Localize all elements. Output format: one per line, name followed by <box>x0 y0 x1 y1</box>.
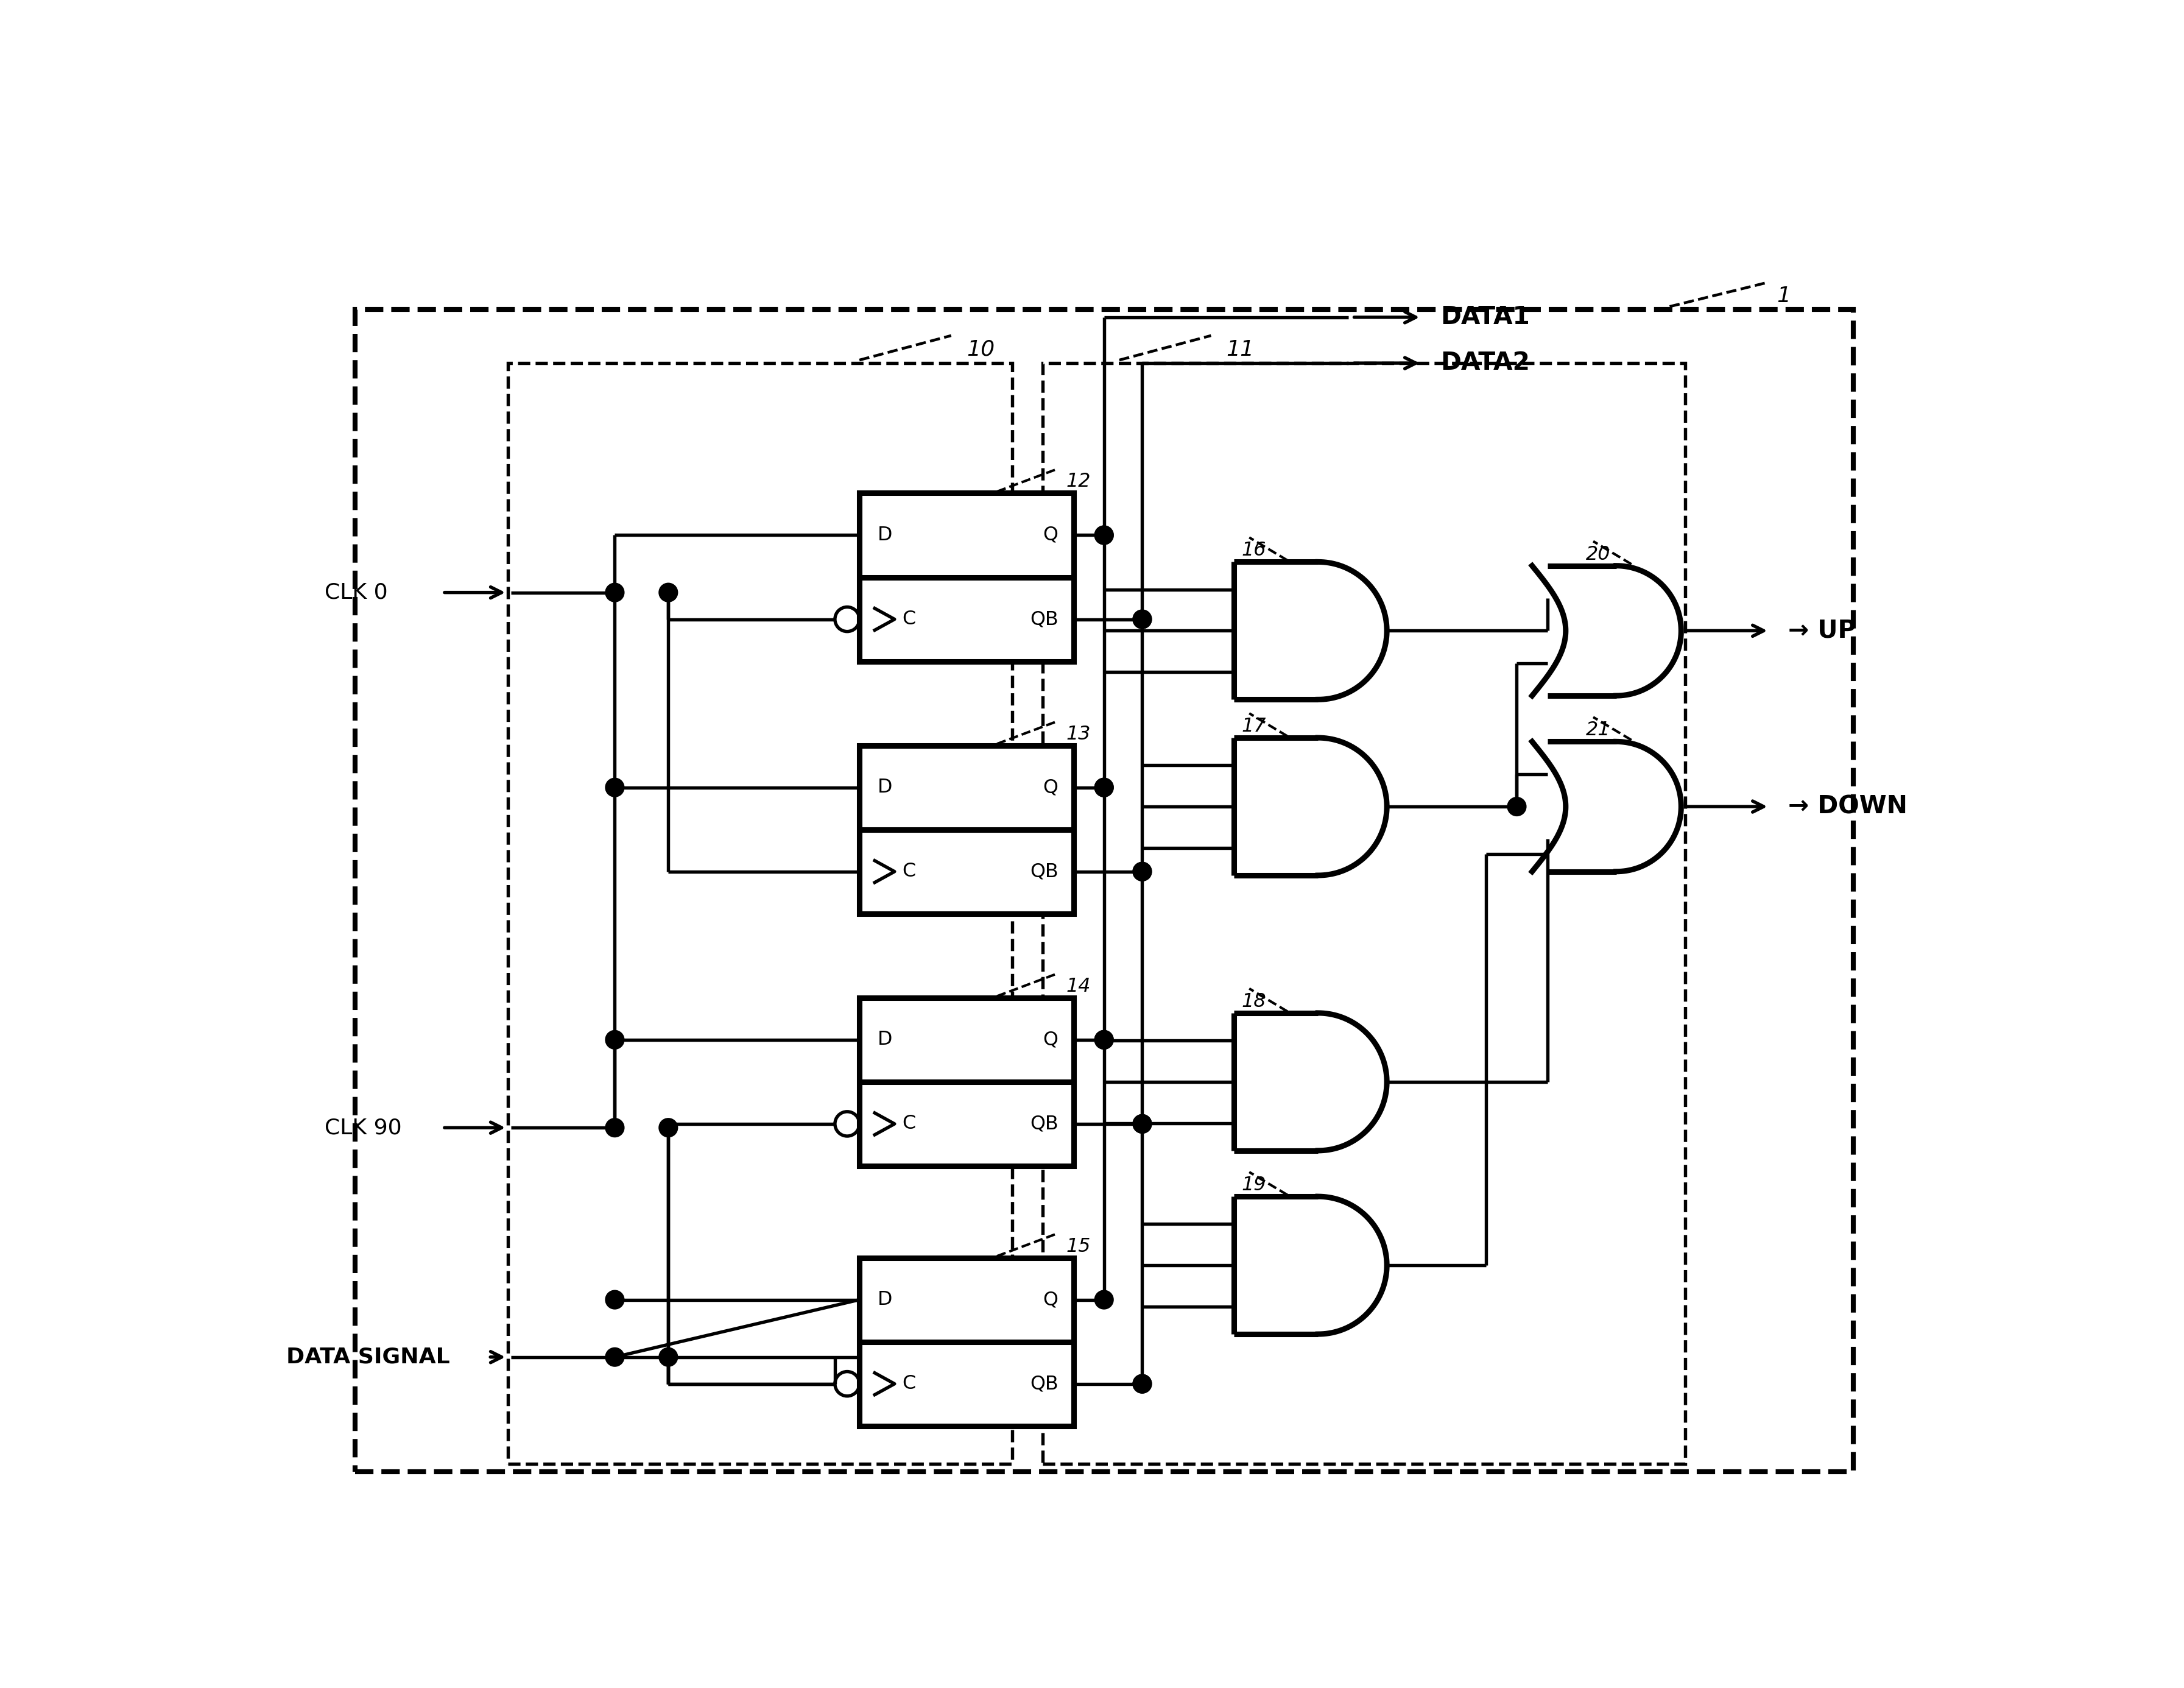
Circle shape <box>1096 1291 1112 1308</box>
Text: Q: Q <box>1044 1030 1057 1050</box>
Text: DATA2: DATA2 <box>1441 351 1529 375</box>
Circle shape <box>1133 611 1151 628</box>
Text: CLK 0: CLK 0 <box>325 582 387 603</box>
Text: 13: 13 <box>1066 724 1090 743</box>
Text: 16: 16 <box>1241 542 1267 560</box>
Circle shape <box>607 1349 622 1366</box>
Circle shape <box>1133 1116 1151 1133</box>
Circle shape <box>660 584 677 601</box>
Text: 21: 21 <box>1586 721 1610 739</box>
Circle shape <box>1133 863 1151 879</box>
Text: DATA1: DATA1 <box>1441 306 1529 329</box>
Circle shape <box>607 780 622 795</box>
Text: C: C <box>902 1114 915 1133</box>
Text: D: D <box>878 525 893 545</box>
Text: D: D <box>878 1030 893 1050</box>
Circle shape <box>1509 798 1524 815</box>
Bar <box>860 1258 1075 1426</box>
Bar <box>860 493 1075 662</box>
Text: C: C <box>902 1374 915 1393</box>
Bar <box>507 363 1011 1463</box>
Circle shape <box>1096 527 1112 544</box>
Text: 18: 18 <box>1241 993 1267 1011</box>
Text: Q: Q <box>1044 525 1057 545</box>
Text: D: D <box>878 778 893 797</box>
Text: Q: Q <box>1044 778 1057 797</box>
Text: 20: 20 <box>1586 545 1610 564</box>
Text: → UP: → UP <box>1789 618 1856 643</box>
Text: 12: 12 <box>1066 473 1090 491</box>
Circle shape <box>607 1031 622 1048</box>
Circle shape <box>607 1119 622 1136</box>
Text: QB: QB <box>1029 1114 1057 1133</box>
Circle shape <box>1096 780 1112 795</box>
Text: 11: 11 <box>1227 339 1254 360</box>
Circle shape <box>1133 1376 1151 1393</box>
Text: 14: 14 <box>1066 977 1090 996</box>
Circle shape <box>607 1291 622 1308</box>
Text: 15: 15 <box>1066 1237 1090 1256</box>
Circle shape <box>660 1349 677 1366</box>
Bar <box>860 746 1075 913</box>
Text: 10: 10 <box>965 339 994 360</box>
Text: C: C <box>902 863 915 881</box>
Text: QB: QB <box>1029 609 1057 628</box>
Circle shape <box>1096 780 1112 795</box>
Circle shape <box>1133 1376 1151 1393</box>
Bar <box>860 998 1075 1166</box>
Text: QB: QB <box>1029 1374 1057 1393</box>
Circle shape <box>1133 1116 1151 1133</box>
Text: → DOWN: → DOWN <box>1789 795 1907 819</box>
Text: QB: QB <box>1029 863 1057 881</box>
Text: DATA SIGNAL: DATA SIGNAL <box>286 1347 450 1367</box>
Circle shape <box>660 1119 677 1136</box>
Circle shape <box>607 584 622 601</box>
Text: 1: 1 <box>1778 285 1791 306</box>
Text: Q: Q <box>1044 1290 1057 1310</box>
Text: 17: 17 <box>1241 717 1267 736</box>
Circle shape <box>1133 611 1151 628</box>
Circle shape <box>1096 1031 1112 1048</box>
Bar <box>1044 363 1686 1463</box>
Text: C: C <box>902 609 915 628</box>
Text: CLK 90: CLK 90 <box>325 1117 402 1138</box>
Bar <box>354 309 1852 1472</box>
Circle shape <box>1096 1031 1112 1048</box>
Text: 19: 19 <box>1241 1177 1267 1195</box>
Circle shape <box>1133 863 1151 879</box>
Text: D: D <box>878 1290 893 1310</box>
Circle shape <box>1096 527 1112 544</box>
